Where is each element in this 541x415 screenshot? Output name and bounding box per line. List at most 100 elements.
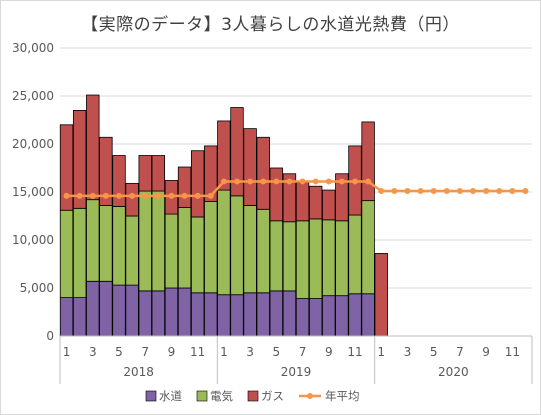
bar-segment <box>99 205 113 282</box>
bar-segment <box>86 199 100 282</box>
bar-segment <box>151 155 166 192</box>
bar-segment <box>269 220 284 292</box>
bar-segment <box>164 213 179 289</box>
x-tick-label: 11 <box>190 345 205 359</box>
bar-segment <box>138 290 152 337</box>
line-point <box>522 188 529 195</box>
x-tick-label: 11 <box>505 345 520 359</box>
bar-segment <box>177 287 192 337</box>
bar-segment <box>335 220 349 297</box>
bar-segment <box>59 124 74 211</box>
bar-segment <box>256 136 270 210</box>
bar-segment <box>308 298 323 337</box>
line-point <box>378 188 385 195</box>
y-tick-label: 5,000 <box>20 281 54 295</box>
bar-segment <box>190 292 205 337</box>
bar-segment <box>177 206 192 289</box>
legend-label: 水道 <box>159 389 182 403</box>
x-tick-label: 7 <box>141 345 149 359</box>
line-point <box>168 192 175 199</box>
legend-label: ガス <box>261 389 284 403</box>
line-point <box>286 178 293 185</box>
bar-segment <box>204 145 218 202</box>
line-point <box>496 188 503 195</box>
bar-segment <box>164 287 179 337</box>
bar-segment <box>282 221 297 292</box>
bar-segment <box>361 200 375 295</box>
bar-segment <box>190 216 205 294</box>
y-tick-label: 25,000 <box>12 89 54 103</box>
bar-segment <box>269 167 284 222</box>
bar-segment <box>125 284 139 337</box>
x-tick-label: 1 <box>220 345 228 359</box>
bar-segment <box>243 128 257 206</box>
line-point <box>430 188 437 195</box>
bar-segment <box>361 293 375 337</box>
bar-segment <box>322 189 336 221</box>
legend-label: 電気 <box>210 389 233 403</box>
bar-segment <box>99 280 113 337</box>
line-point <box>116 192 122 199</box>
line-point <box>155 192 162 199</box>
x-tick-label: 5 <box>430 345 438 359</box>
bar-segment <box>230 107 244 197</box>
line-point <box>391 188 398 195</box>
line-point <box>312 178 319 185</box>
y-tick-label: 10,000 <box>12 233 54 247</box>
bar-segment <box>59 297 74 337</box>
bar-segment <box>348 293 362 337</box>
x-tick-label: 9 <box>325 345 333 359</box>
bar-segment <box>243 292 257 337</box>
bar-segment <box>86 94 100 201</box>
bar-segment <box>112 205 126 286</box>
x-tick-label: 5 <box>273 345 281 359</box>
line-point <box>194 192 201 199</box>
bar-segment <box>230 294 244 337</box>
bar-segment <box>151 190 166 292</box>
bar-segment <box>99 136 113 206</box>
line-point <box>365 178 372 185</box>
x-tick-label: 3 <box>89 345 97 359</box>
line-point <box>89 192 96 199</box>
x-tick-label: 5 <box>115 345 123 359</box>
bar-segment <box>177 166 192 208</box>
line-point <box>325 178 332 185</box>
bar-segment <box>282 173 297 223</box>
legend-marker <box>307 393 313 399</box>
bar-segment <box>295 181 310 222</box>
bar-segment <box>256 292 270 337</box>
legend: 水道 電気 ガス 年平均 <box>145 389 360 403</box>
bar-segment <box>269 290 284 337</box>
bar-segment <box>217 294 231 337</box>
x-tick-label: 7 <box>299 345 307 359</box>
bar-segment <box>59 209 74 299</box>
line-point <box>142 192 149 199</box>
y-tick-label: 20,000 <box>12 137 54 151</box>
bar-segment <box>72 297 87 337</box>
bar-segment <box>374 253 388 337</box>
bar-segment <box>204 292 218 337</box>
y-tick-label: 30,000 <box>12 41 54 55</box>
bar-segment <box>190 150 205 218</box>
x-tick-label: 1 <box>377 345 385 359</box>
line-point <box>470 188 476 195</box>
bar-segment <box>151 290 166 337</box>
bar-segment <box>86 280 100 337</box>
x-tick-label: 9 <box>482 345 490 359</box>
x-tick-label: 3 <box>404 345 412 359</box>
line-point <box>181 192 188 199</box>
bar-layer <box>59 94 388 337</box>
bar-segment <box>322 219 336 297</box>
line-point <box>207 192 214 199</box>
x-tick-label: 1 <box>63 345 71 359</box>
bar-segment <box>72 110 87 209</box>
legend-swatch <box>196 390 208 402</box>
y-tick-label: 15,000 <box>12 185 54 199</box>
bar-segment <box>112 284 126 337</box>
line-point <box>247 178 254 185</box>
bar-segment <box>335 173 349 222</box>
bar-segment <box>125 215 139 286</box>
line-point <box>260 178 267 185</box>
bar-segment <box>308 218 323 299</box>
